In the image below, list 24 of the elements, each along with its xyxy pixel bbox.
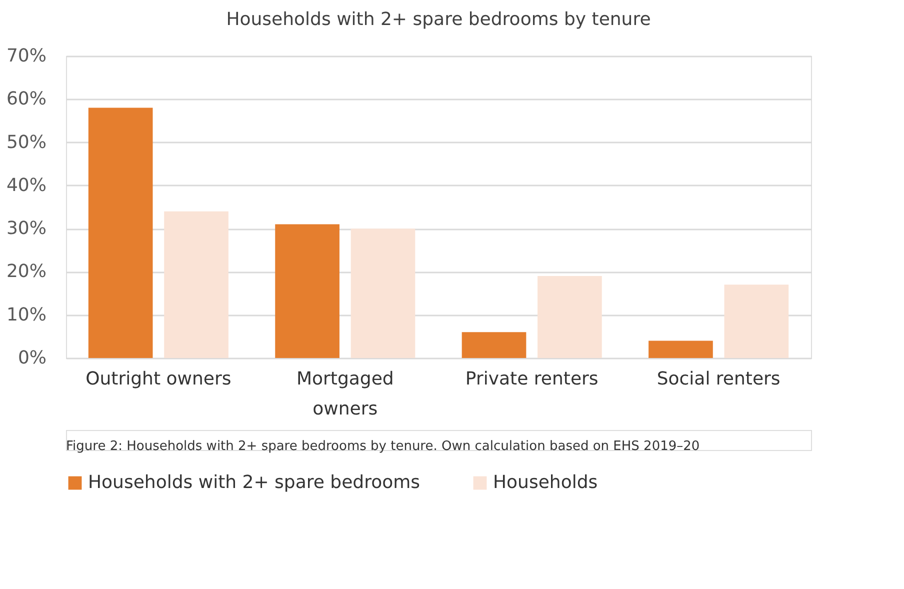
bar xyxy=(648,340,713,358)
bar xyxy=(538,276,602,358)
bar xyxy=(88,108,153,358)
caption: Figure 2: Households with 2+ spare bedrooms by tenure. Own calculation based on EHS 2019–20 xyxy=(66,439,700,454)
bar xyxy=(275,224,340,358)
x-tick-label: Social renters xyxy=(656,368,780,390)
y-tick-label: 20% xyxy=(6,261,46,282)
y-tick-label: 40% xyxy=(6,174,46,196)
y-tick-label: 70% xyxy=(6,46,46,66)
x-tick-label: Outright owners xyxy=(86,368,232,390)
legend-label: Households with 2+ spare bedrooms xyxy=(88,472,420,493)
bar xyxy=(350,228,416,358)
chart-title: Households with 2+ spare bedrooms by tenure xyxy=(226,9,651,30)
y-tick-label: 10% xyxy=(6,304,46,326)
x-tick-label: Private renters xyxy=(465,368,598,390)
bar xyxy=(724,284,789,358)
y-tick-label: 60% xyxy=(6,88,46,110)
bar xyxy=(164,211,228,358)
legend-label: Households xyxy=(493,472,598,493)
x-tick-label: Mortgaged owners xyxy=(296,368,394,420)
bar xyxy=(462,332,526,358)
y-tick-label: 0% xyxy=(18,348,46,368)
y-tick-label: 30% xyxy=(6,218,46,240)
y-tick-label: 50% xyxy=(6,132,46,153)
